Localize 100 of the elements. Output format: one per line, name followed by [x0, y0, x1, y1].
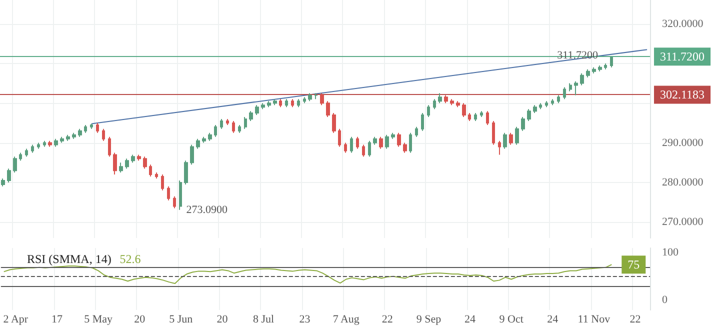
candlestick — [43, 140, 46, 148]
candlestick — [338, 128, 341, 148]
candlestick — [48, 140, 52, 148]
candlestick — [190, 144, 194, 166]
candlestick — [433, 98, 436, 110]
candlestick — [326, 100, 330, 118]
x-tick-label: 11 Nov — [578, 314, 611, 326]
candlestick — [84, 124, 87, 134]
x-tick-label: 5 Jun — [169, 314, 194, 326]
candlestick — [267, 100, 271, 108]
candlestick — [7, 168, 11, 183]
candlestick — [598, 64, 602, 72]
candlestick — [60, 136, 64, 144]
candlestick — [574, 80, 578, 96]
candlestick — [551, 98, 554, 106]
candlestick — [25, 148, 28, 158]
annotation: 52.6 — [120, 252, 141, 266]
y-tick-label: 0 — [662, 294, 668, 306]
x-tick-label: 7 Aug — [332, 314, 360, 326]
candlestick — [220, 118, 223, 130]
candlestick — [244, 116, 247, 130]
data-label: 75 — [628, 258, 640, 272]
y-tick-label: 320.0000 — [662, 18, 704, 30]
x-tick-label: 22 — [382, 314, 393, 326]
candlestick — [403, 142, 407, 154]
candlestick — [143, 156, 147, 170]
candlestick — [202, 136, 206, 144]
candlestick — [119, 162, 123, 174]
candlestick — [509, 132, 513, 146]
candlestick — [503, 132, 507, 150]
candlestick — [19, 152, 22, 162]
candlestick — [539, 102, 542, 110]
candlestick — [438, 92, 442, 104]
candlestick — [427, 104, 430, 118]
annotation: 273.0900 — [186, 204, 228, 216]
candlestick — [1, 178, 5, 187]
x-tick-label: 2 Apr — [3, 314, 28, 326]
candlestick — [308, 92, 312, 102]
x-tick-label: 24 — [547, 314, 559, 326]
candlestick — [515, 126, 519, 146]
candlestick — [232, 120, 235, 134]
candlestick — [13, 156, 17, 174]
x-tick-label: 22 — [630, 314, 641, 326]
candlestick — [113, 152, 117, 176]
candlestick — [155, 172, 158, 179]
candlestick — [480, 110, 483, 118]
candlestick — [291, 98, 294, 108]
candlestick — [173, 196, 176, 209]
candlestick — [102, 128, 105, 142]
candlestick — [486, 110, 489, 126]
x-tick-label: 23 — [299, 314, 311, 326]
candlestick — [184, 160, 188, 185]
candlestick — [592, 66, 596, 74]
candlestick — [450, 98, 454, 106]
candlestick — [261, 102, 265, 110]
x-tick-label: 20 — [134, 314, 146, 326]
candlestick — [285, 98, 288, 108]
candlestick — [167, 186, 170, 201]
x-tick-label: 17 — [51, 314, 63, 326]
candlestick — [37, 142, 40, 150]
candlestick — [72, 132, 76, 140]
candlestick — [273, 98, 277, 106]
y-tick-label: 290.0000 — [662, 136, 704, 149]
candlestick — [90, 123, 93, 130]
candlestick — [444, 94, 448, 104]
candlestick — [350, 136, 353, 154]
candlestick — [362, 144, 365, 158]
candlestick — [385, 134, 389, 150]
chart-title: RSI (SMMA, 14) — [27, 252, 112, 266]
candlestick — [31, 144, 34, 154]
candlestick — [468, 112, 471, 122]
y-tick-label: 100 — [662, 246, 679, 259]
candlestick — [498, 140, 501, 156]
text: 311.7200 — [660, 50, 705, 64]
candlestick — [604, 62, 607, 70]
candlestick — [521, 116, 525, 132]
candlestick — [279, 98, 282, 108]
candlestick — [320, 92, 324, 106]
candlestick — [149, 164, 152, 178]
candlestick — [344, 142, 347, 154]
candlestick — [108, 136, 111, 158]
candlestick — [96, 122, 99, 134]
candlestick — [563, 86, 566, 100]
candlestick — [332, 112, 336, 134]
candlestick — [161, 174, 164, 191]
candlestick — [580, 72, 584, 86]
x-tick-label: 20 — [216, 314, 228, 326]
candlestick — [238, 124, 241, 134]
x-tick-label: 9 Oct — [499, 314, 524, 326]
candlestick — [474, 112, 477, 122]
candlestick — [78, 128, 82, 138]
ref-line-label: 302.1183 — [660, 88, 705, 102]
candlestick — [131, 154, 135, 164]
candlestick — [569, 82, 572, 92]
candlestick — [179, 180, 182, 210]
candlestick — [368, 140, 371, 158]
candlestick — [255, 104, 259, 116]
candlestick — [214, 124, 217, 138]
candlestick — [391, 132, 395, 140]
candlestick — [409, 132, 412, 154]
